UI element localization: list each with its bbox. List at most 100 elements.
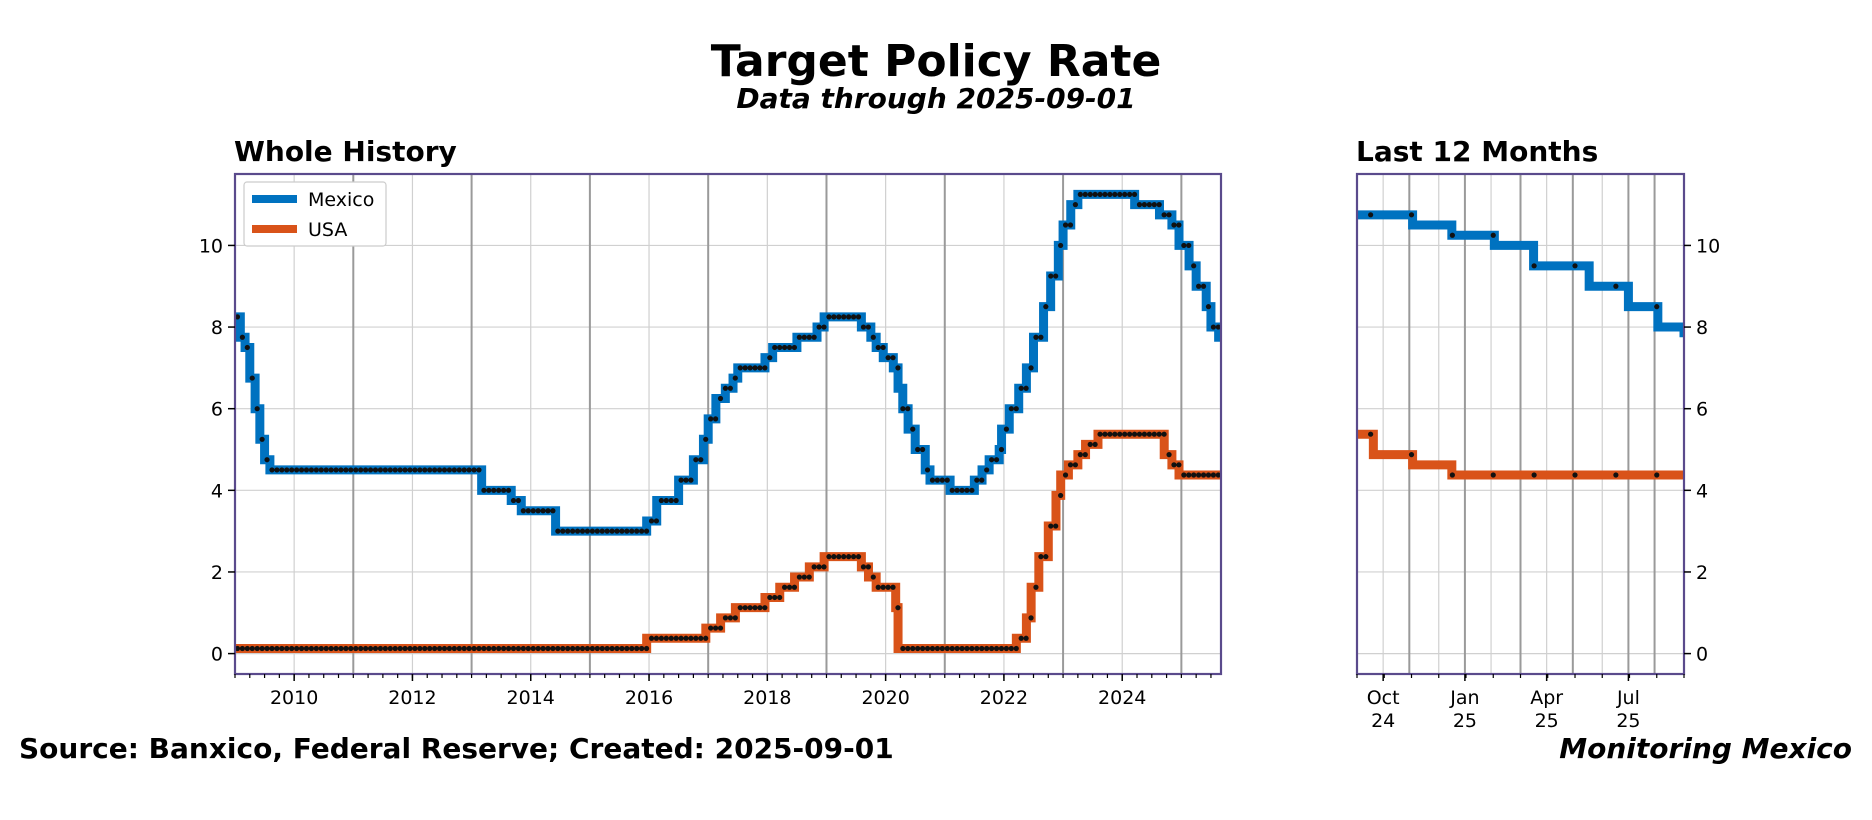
data-point-usa bbox=[525, 645, 531, 652]
x-tick-label: Oct bbox=[1367, 687, 1400, 709]
data-point-mexico bbox=[924, 467, 931, 473]
data-point-mexico bbox=[348, 467, 354, 473]
data-point-mexico bbox=[762, 365, 768, 371]
data-point-usa bbox=[870, 574, 876, 580]
y-tick-label: 10 bbox=[1696, 235, 1720, 257]
data-point-mexico bbox=[939, 477, 945, 483]
data-point-mexico bbox=[505, 487, 512, 493]
data-point-mexico bbox=[786, 344, 793, 351]
data-point-usa bbox=[811, 564, 817, 570]
data-point-usa bbox=[303, 645, 310, 652]
data-point-mexico bbox=[560, 528, 566, 534]
data-point-mexico bbox=[525, 508, 531, 514]
y-tick-label: 8 bbox=[211, 317, 223, 339]
data-point-usa bbox=[382, 645, 388, 652]
data-point-mexico bbox=[358, 467, 364, 473]
data-point-usa bbox=[249, 645, 255, 652]
data-point-mexico bbox=[850, 314, 857, 320]
data-point-usa bbox=[422, 645, 428, 652]
data-point-usa bbox=[846, 554, 852, 560]
data-point-usa bbox=[358, 645, 364, 652]
data-point-usa bbox=[496, 645, 502, 652]
data-point-usa bbox=[1191, 472, 1197, 478]
y-tick-label: 4 bbox=[1696, 480, 1708, 502]
data-point-usa bbox=[949, 645, 955, 652]
data-point-mexico bbox=[392, 467, 398, 473]
data-point-usa bbox=[348, 645, 354, 652]
data-point-mexico bbox=[1408, 212, 1415, 218]
data-point-usa bbox=[1181, 472, 1187, 478]
data-point-mexico bbox=[1215, 324, 1221, 330]
data-point-mexico bbox=[1097, 191, 1103, 198]
data-point-usa bbox=[880, 584, 886, 590]
data-point-mexico bbox=[461, 467, 467, 473]
data-point-usa bbox=[377, 645, 384, 652]
data-point-mexico bbox=[1186, 242, 1192, 249]
data-point-usa bbox=[806, 574, 812, 580]
data-point-usa bbox=[367, 645, 374, 652]
data-point-mexico bbox=[846, 314, 852, 320]
data-point-usa bbox=[1490, 472, 1496, 478]
data-point-mexico bbox=[1018, 385, 1024, 391]
data-point-mexico bbox=[855, 314, 862, 320]
data-point-usa bbox=[1131, 431, 1138, 437]
data-point-usa bbox=[441, 645, 448, 652]
data-point-usa bbox=[363, 645, 369, 652]
data-point-usa bbox=[826, 554, 832, 560]
data-point-mexico bbox=[949, 487, 955, 493]
data-point-usa bbox=[259, 645, 265, 652]
data-point-usa bbox=[274, 645, 280, 652]
data-point-mexico bbox=[1531, 263, 1537, 269]
data-point-mexico bbox=[905, 406, 911, 412]
data-point-usa bbox=[1053, 523, 1059, 529]
data-point-mexico bbox=[944, 477, 950, 483]
data-point-usa bbox=[910, 645, 916, 652]
data-point-usa bbox=[1038, 554, 1044, 560]
y-tick-label: 2 bbox=[1696, 562, 1708, 584]
data-point-usa bbox=[609, 645, 615, 652]
data-point-usa bbox=[323, 645, 329, 652]
y-tick-label: 0 bbox=[1696, 644, 1708, 666]
data-point-mexico bbox=[993, 457, 1000, 463]
data-point-usa bbox=[752, 605, 758, 611]
data-point-usa bbox=[762, 605, 768, 611]
data-point-mexico bbox=[427, 467, 433, 473]
data-point-usa bbox=[584, 645, 591, 652]
data-point-mexico bbox=[417, 467, 423, 473]
data-point-mexico bbox=[895, 365, 901, 371]
data-point-mexico bbox=[747, 365, 753, 371]
data-point-mexico bbox=[432, 467, 438, 473]
data-point-mexico bbox=[614, 528, 620, 534]
data-point-mexico bbox=[1654, 304, 1660, 310]
data-point-mexico bbox=[698, 457, 704, 463]
legend: Mexico USA bbox=[243, 181, 387, 247]
data-point-mexico bbox=[422, 467, 428, 473]
data-point-usa bbox=[634, 645, 640, 652]
data-point-mexico bbox=[742, 365, 748, 371]
data-point-mexico bbox=[249, 375, 255, 381]
data-point-usa bbox=[816, 564, 822, 570]
data-point-mexico bbox=[658, 497, 664, 504]
data-point-mexico bbox=[757, 365, 763, 371]
data-point-usa bbox=[712, 625, 719, 631]
data-point-mexico bbox=[1033, 334, 1039, 340]
data-point-mexico bbox=[796, 334, 802, 340]
data-point-usa bbox=[1072, 462, 1078, 468]
data-point-mexico bbox=[1151, 202, 1157, 208]
data-point-mexico bbox=[717, 395, 724, 402]
data-point-usa bbox=[1112, 431, 1118, 437]
data-point-mexico bbox=[653, 518, 660, 524]
data-point-mexico bbox=[969, 487, 975, 493]
data-point-usa bbox=[294, 645, 300, 652]
data-point-mexico bbox=[570, 528, 576, 534]
x-tick-label: 2012 bbox=[388, 687, 436, 709]
data-point-usa bbox=[1028, 615, 1034, 621]
data-point-usa bbox=[1171, 462, 1177, 468]
data-point-usa bbox=[407, 645, 413, 652]
data-point-usa bbox=[786, 584, 793, 590]
data-point-mexico bbox=[678, 477, 684, 483]
data-point-usa bbox=[540, 645, 546, 652]
data-point-mexico bbox=[974, 477, 980, 483]
data-point-mexico bbox=[1141, 202, 1148, 208]
data-point-usa bbox=[643, 645, 650, 652]
